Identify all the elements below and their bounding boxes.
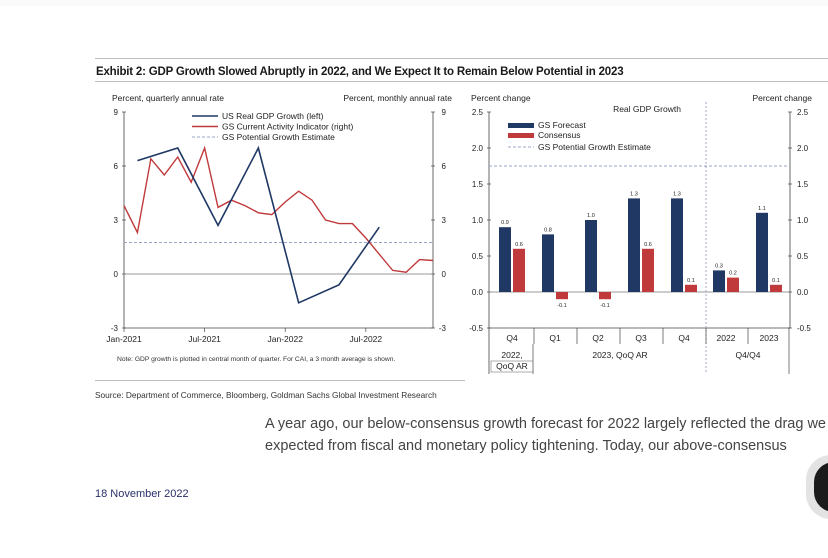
consensus-data-label: 0.6 <box>644 242 652 248</box>
x-tick-label: Jul-2022 <box>350 334 383 344</box>
forecast-data-label: 0.9 <box>501 220 509 226</box>
consensus-bar <box>599 292 611 300</box>
right-tick-label: 0 <box>442 270 447 279</box>
consensus-bar <box>642 248 654 292</box>
source-text: Source: Department of Commerce, Bloomber… <box>95 390 437 400</box>
left-tick-label: -3 <box>111 324 119 333</box>
category-label: Q4 <box>678 333 690 343</box>
bar-left-tick-label: 1.5 <box>472 180 484 189</box>
bar-left-axis-title: Percent change <box>471 93 531 103</box>
consensus-data-label: -0.1 <box>557 303 566 309</box>
left-axis-title: Percent, quarterly annual rate <box>112 93 224 103</box>
bar-left-tick-label: 2.5 <box>472 108 484 117</box>
floating-control[interactable] <box>814 462 828 512</box>
right-tick-label: 3 <box>442 216 447 225</box>
bar-left-tick-label: -0.5 <box>469 324 483 333</box>
consensus-bar <box>556 292 568 300</box>
right-axis-title: Percent, monthly annual rate <box>343 93 452 103</box>
forecast-bar <box>671 198 683 292</box>
bar-right-tick-label: 2.0 <box>797 144 809 153</box>
forecast-bar <box>756 212 768 292</box>
consensus-data-label: 0.1 <box>687 278 695 284</box>
consensus-bar <box>685 284 697 292</box>
right-tick-label: -3 <box>439 324 447 333</box>
legend-label: GS Current Activity Indicator (right) <box>222 122 353 132</box>
category-label: Q3 <box>635 333 647 343</box>
bar-legend-swatch-consensus <box>508 133 534 138</box>
x-tick-label: Jan-2022 <box>267 334 303 344</box>
forecast-data-label: 1.1 <box>758 206 766 212</box>
category-label: Q2 <box>592 333 604 343</box>
forecast-bar <box>713 270 725 292</box>
legend-label: GS Potential Growth Estimate <box>222 132 335 142</box>
bar-right-tick-label: 0.5 <box>797 252 809 261</box>
forecast-data-label: 1.0 <box>587 213 595 219</box>
forecast-data-label: 0.3 <box>715 263 723 269</box>
legend-label: US Real GDP Growth (left) <box>222 111 324 121</box>
title-rule-top <box>95 58 828 59</box>
consensus-data-label: 0.1 <box>772 278 780 284</box>
group-label-q4q4: Q4/Q4 <box>735 350 760 360</box>
bar-right-tick-label: 1.5 <box>797 180 809 189</box>
category-label: Q1 <box>549 333 561 343</box>
forecast-bar <box>585 220 597 292</box>
source-rule <box>95 380 465 381</box>
forecast-data-label: 0.8 <box>544 227 552 233</box>
consensus-data-label: -0.1 <box>600 303 609 309</box>
category-label: Q4 <box>506 333 518 343</box>
consensus-data-label: 0.6 <box>515 242 523 248</box>
group-label-2023: 2023, QoQ AR <box>592 350 647 360</box>
body-paragraph: A year ago, our below-consensus growth f… <box>265 413 828 457</box>
top-strip <box>0 0 828 6</box>
x-tick-label: Jul-2021 <box>188 334 221 344</box>
exhibit-title: Exhibit 2: GDP Growth Slowed Abruptly in… <box>96 66 624 78</box>
bar-right-tick-label: -0.5 <box>797 324 811 333</box>
consensus-data-label: 0.2 <box>729 271 737 277</box>
group-label-box <box>490 360 534 373</box>
bar-right-tick-label: 0.0 <box>797 288 809 297</box>
group-label-qoq: QoQ AR <box>496 361 528 371</box>
bar-legend-label: GS Potential Growth Estimate <box>538 142 651 152</box>
forecast-data-label: 1.3 <box>630 191 638 197</box>
consensus-bar <box>727 277 739 292</box>
report-date: 18 November 2022 <box>95 488 189 500</box>
bar-chart-title: Real GDP Growth <box>613 104 681 114</box>
forecast-bar <box>628 198 640 292</box>
title-rule-bottom <box>95 81 828 82</box>
bar-right-axis-title: Percent change <box>752 93 812 103</box>
category-label: 2023 <box>760 333 779 343</box>
bar-left-tick-label: 0.5 <box>472 252 484 261</box>
consensus-bar <box>770 284 782 292</box>
x-tick-label: Jan-2021 <box>106 334 142 344</box>
body-line-1: A year ago, our below-consensus growth f… <box>265 416 826 432</box>
gdp-line <box>137 145 380 304</box>
charts-area: Percent, quarterly annual rate Percent, m… <box>106 93 812 374</box>
left-tick-label: 3 <box>114 216 119 225</box>
bar-left-tick-label: 1.0 <box>472 216 484 225</box>
left-tick-label: 6 <box>114 162 119 171</box>
right-tick-label: 6 <box>442 162 447 171</box>
chart-note: Note: GDP growth is plotted in central m… <box>117 356 396 363</box>
left-tick-label: 0 <box>114 270 119 279</box>
bar-legend-swatch-forecast <box>508 123 534 128</box>
cai-line <box>123 145 434 273</box>
right-tick-label: 9 <box>442 108 447 117</box>
bar-left-tick-label: 2.0 <box>472 144 484 153</box>
bar-right-tick-label: 2.5 <box>797 108 809 117</box>
bar-left-tick-label: 0.0 <box>472 288 484 297</box>
left-tick-label: 9 <box>114 108 119 117</box>
forecast-bar <box>499 227 511 292</box>
category-label: 2022 <box>717 333 736 343</box>
body-line-2: expected from fiscal and monetary policy… <box>265 438 787 454</box>
bar-legend-label: GS Forecast <box>538 120 586 130</box>
group-label-2022: 2022, <box>501 350 522 360</box>
bar-right-tick-label: 1.0 <box>797 216 809 225</box>
bar-legend-label: Consensus <box>538 130 581 140</box>
forecast-data-label: 1.3 <box>673 191 681 197</box>
consensus-bar <box>513 248 525 292</box>
forecast-bar <box>542 234 554 292</box>
